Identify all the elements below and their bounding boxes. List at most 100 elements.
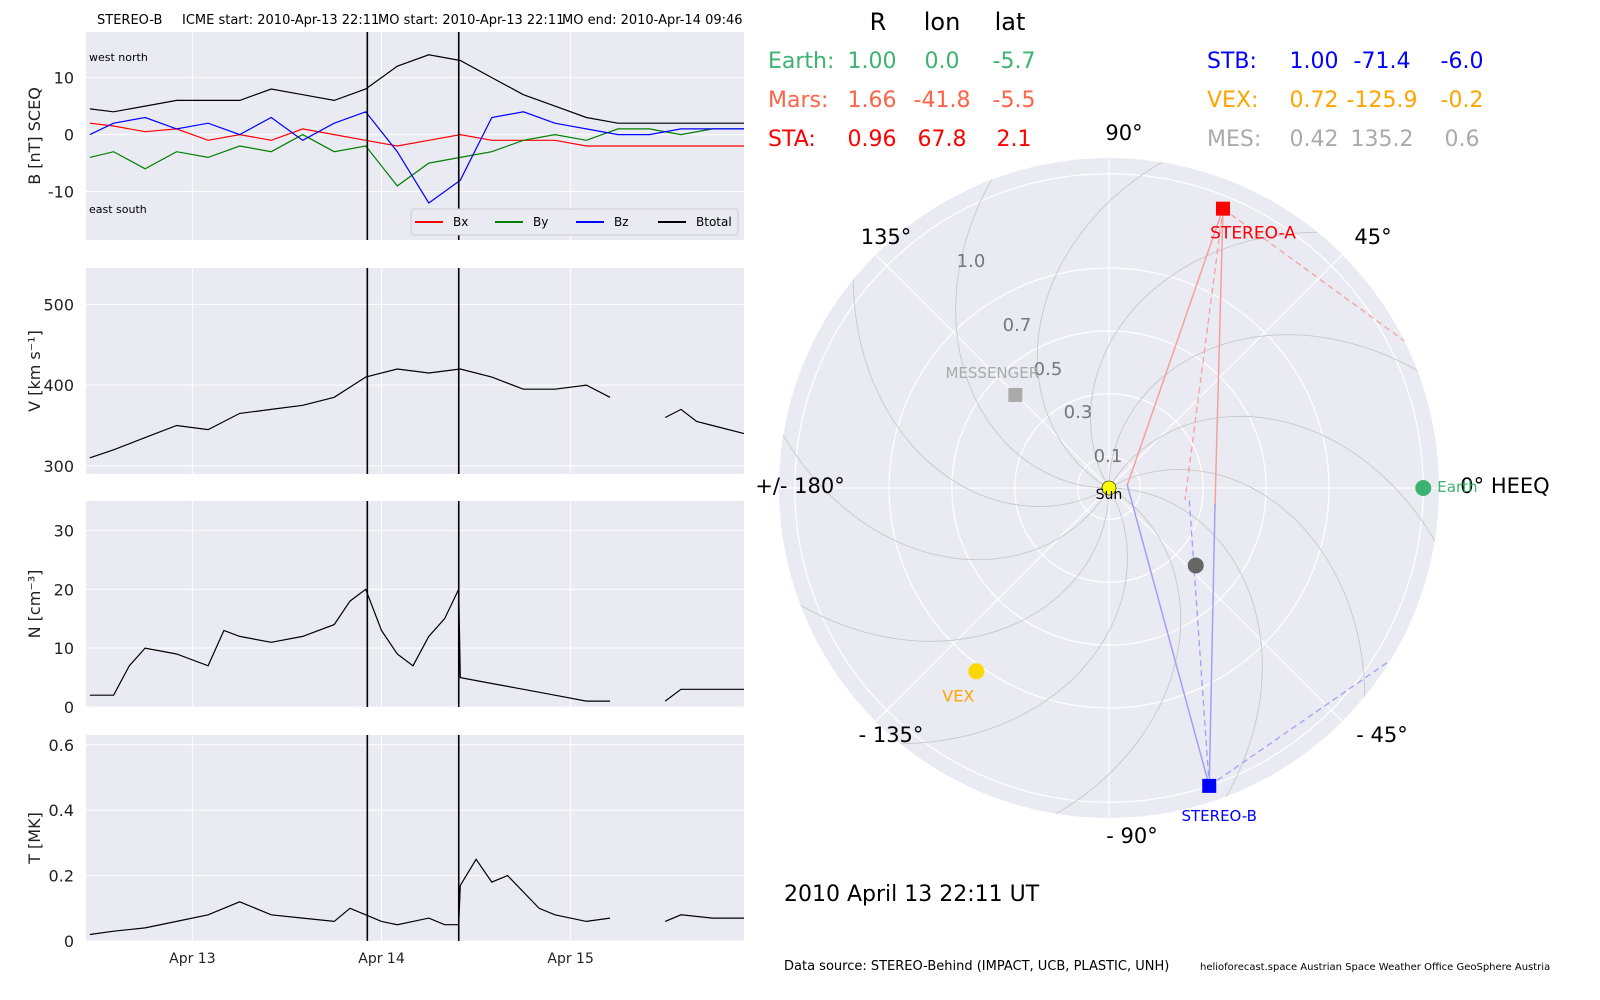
- y-tick-label: 10: [54, 639, 74, 658]
- y-axis-label: N [cm⁻³]: [25, 570, 44, 639]
- series-line-by: [89, 128, 744, 187]
- y-tick-label: 500: [43, 295, 74, 314]
- row-lat: -6.0: [1441, 49, 1484, 74]
- row-lat: -0.2: [1441, 88, 1484, 113]
- angular-gridline: [875, 254, 1110, 489]
- body-label-stereo-b: STEREO-B: [1182, 807, 1257, 825]
- angular-gridline: [875, 487, 1110, 722]
- row-lon: 135.2: [1351, 127, 1414, 152]
- series-line-v: [664, 408, 745, 435]
- angle-label: - 90°: [1106, 824, 1157, 848]
- y-tick-label: 0.2: [49, 867, 74, 886]
- stb-dashed: [1188, 495, 1210, 786]
- y-axis-label: T [MK]: [25, 812, 44, 865]
- legend-label: Btotal: [696, 215, 732, 229]
- spiral-line: [1090, 231, 1395, 489]
- row-label: STB:: [1207, 49, 1257, 74]
- row-r: 1.66: [848, 88, 897, 113]
- body-marker-sun: [1101, 480, 1117, 496]
- radial-label: 0.3: [1064, 402, 1093, 423]
- body-label-sun: Sun: [1096, 487, 1123, 503]
- series-line-n: [664, 688, 744, 702]
- spiral-line: [1108, 487, 1263, 818]
- y-tick-label: 10: [54, 69, 74, 88]
- radial-label: 1.0: [957, 251, 986, 272]
- y-axis-label: B [nT] SCEQ: [25, 87, 44, 185]
- data-source: Data source: STEREO-Behind (IMPACT, UCB,…: [784, 959, 1169, 974]
- spiral-line: [1108, 334, 1439, 489]
- legend: Bx By Bz Btotal: [410, 208, 739, 236]
- corner-label-top: west north: [89, 51, 148, 64]
- row-lat: -5.7: [993, 49, 1036, 74]
- row-lon: -71.4: [1354, 49, 1411, 74]
- series-line-bx: [89, 122, 744, 147]
- angular-gridline: [1108, 254, 1343, 489]
- spiral-line: [779, 364, 1110, 561]
- angle-label: 0° HEEQ: [1460, 474, 1549, 498]
- angular-gridline: [1108, 487, 1343, 722]
- series-line-t: [664, 914, 744, 922]
- x-tick-label: Apr 15: [547, 951, 593, 967]
- row-r: 0.72: [1290, 88, 1339, 113]
- stb-dashed-out: [1208, 661, 1389, 787]
- legend-box: [410, 208, 739, 236]
- row-lon: 0.0: [925, 49, 960, 74]
- row-lon: 67.8: [918, 127, 967, 152]
- spiral-line: [1036, 158, 1233, 489]
- row-label: Earth:: [768, 49, 834, 74]
- y-tick-label: 20: [54, 580, 74, 599]
- row-lat: 2.1: [997, 127, 1032, 152]
- body-marker-vex: [968, 663, 985, 680]
- header-icme-start: ICME start: 2010-Apr-13 22:11: [182, 13, 379, 28]
- legend-label: Bz: [614, 215, 629, 229]
- series-line-btotal: [89, 54, 744, 124]
- x-tick-label: Apr 13: [169, 951, 215, 967]
- position-table: R lon lat Earth: 1.00 0.0 -5.7 Mars: 1.66 -41.…: [768, 8, 1483, 152]
- body-marker-earth: [1415, 480, 1432, 496]
- x-tick-label: Apr 14: [358, 951, 405, 967]
- spiral-line: [1108, 469, 1366, 774]
- body-label-stereo-a: STEREO-A: [1210, 224, 1296, 244]
- y-tick-label: 30: [54, 521, 74, 540]
- spiral-line: [823, 487, 1128, 745]
- legend-label: By: [533, 215, 548, 229]
- row-r: 1.00: [1290, 49, 1339, 74]
- row-lon: -41.8: [914, 88, 971, 113]
- row-lon: -125.9: [1347, 88, 1418, 113]
- panel-background: [86, 735, 744, 941]
- table-header-lat: lat: [995, 8, 1026, 36]
- panel-N: 0 10 20 30 N [cm⁻³]: [25, 501, 744, 717]
- spiral-line: [955, 158, 1110, 489]
- y-tick-label: 400: [43, 376, 74, 395]
- row-lat: 0.6: [1445, 127, 1480, 152]
- radial-label: 0.7: [1003, 315, 1032, 336]
- panel-background: [86, 501, 744, 707]
- body-marker-unlabeled: [1187, 557, 1204, 574]
- angle-label: +/- 180°: [755, 474, 845, 498]
- series-line-v: [89, 368, 611, 459]
- body-label-messenger: MESSENGER: [945, 364, 1039, 382]
- row-label: VEX:: [1207, 88, 1258, 113]
- body-marker-messenger: [1008, 387, 1023, 402]
- y-tick-label: -10: [48, 183, 74, 202]
- sta-dashed-out: [1222, 208, 1411, 346]
- angle-label: - 45°: [1356, 723, 1407, 747]
- angle-label: 135°: [861, 225, 912, 249]
- angle-label: 90°: [1105, 121, 1142, 145]
- row-r: 1.00: [848, 49, 897, 74]
- y-tick-label: 0: [64, 126, 74, 145]
- parker-spirals: [779, 158, 1439, 818]
- table-header-r: R: [870, 8, 887, 36]
- header-mo-end: MO end: 2010-Apr-14 09:46: [562, 13, 743, 28]
- corner-label-bottom: east south: [89, 203, 147, 216]
- row-r: 0.42: [1290, 127, 1339, 152]
- series-line-n: [89, 588, 610, 702]
- angle-label: 45°: [1354, 225, 1391, 249]
- row-label: STA:: [768, 127, 816, 152]
- radial-label: 0.5: [1034, 359, 1063, 380]
- sta-dashed: [1184, 208, 1224, 501]
- spiral-line: [852, 202, 1110, 507]
